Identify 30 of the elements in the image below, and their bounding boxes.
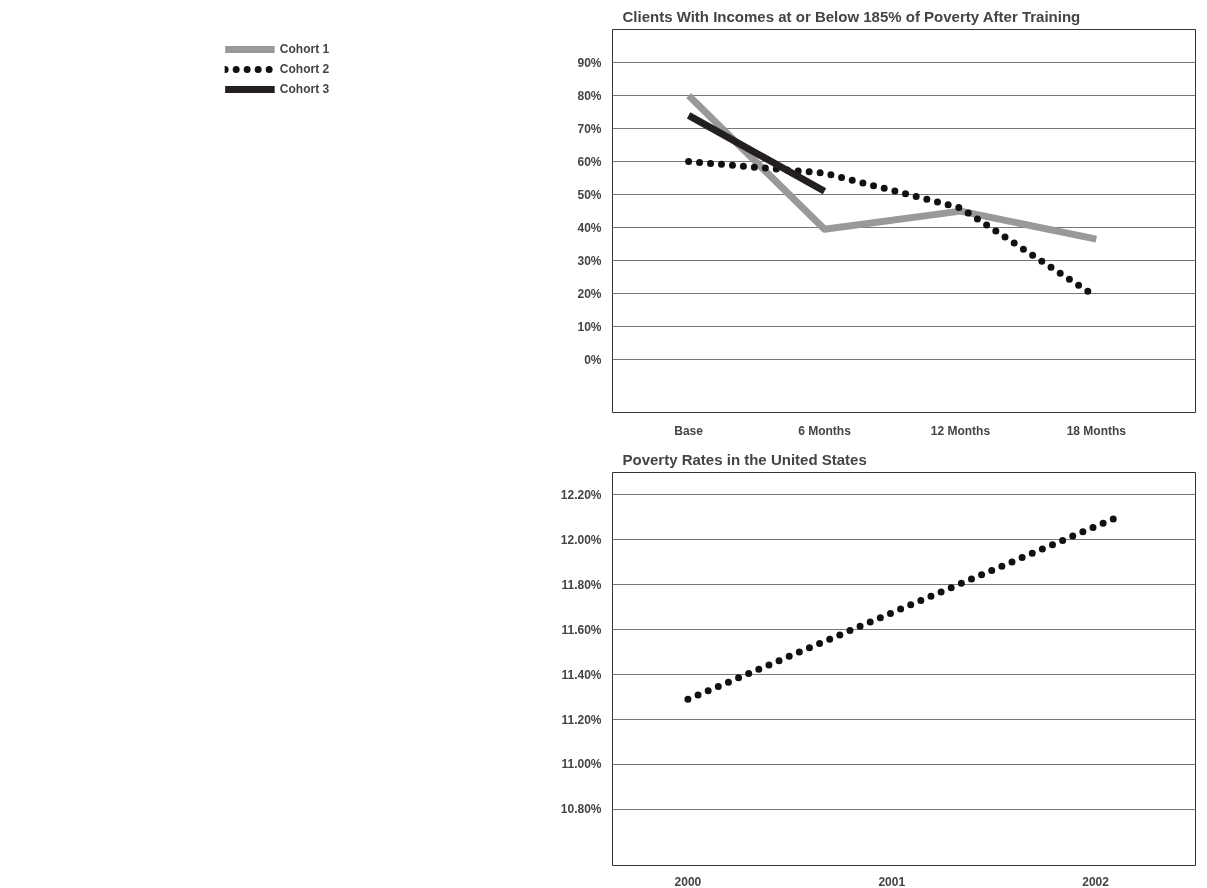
y-tick-label: 11.40% [561, 667, 602, 682]
y-tick-label: 20% [577, 286, 602, 301]
x-tick-label: Base [674, 423, 704, 438]
y-tick-label: 11.80% [561, 577, 602, 592]
y-tick-label: 30% [577, 253, 602, 268]
x-tick-label: 6 Months [798, 423, 852, 438]
y-tick-label: 50% [577, 187, 602, 202]
legend-label: Cohort 3 [279, 82, 330, 96]
y-tick-label: 12.00% [560, 532, 602, 547]
y-tick-label: 11.00% [561, 757, 602, 772]
y-tick-label: 12.20% [560, 487, 602, 502]
y-tick-label: 70% [577, 121, 602, 136]
chart-title: Clients With Incomes at or Below 185% of Poverty After Training [622, 7, 1081, 25]
x-tick-label: 12 Months [930, 423, 991, 438]
y-tick-label: 90% [577, 55, 602, 70]
y-tick-label: 0% [584, 352, 602, 367]
legend-label: Cohort 1 [279, 42, 330, 56]
y-tick-label: 10.80% [560, 802, 602, 817]
y-tick-label: 11.60% [561, 622, 602, 637]
y-tick-label: 10% [577, 319, 602, 334]
x-tick-label: 2002 [1082, 874, 1110, 888]
y-tick-label: 11.20% [561, 712, 602, 727]
legend-label: Cohort 2 [279, 62, 330, 76]
y-tick-label: 40% [577, 220, 602, 235]
x-tick-label: 2001 [878, 874, 906, 888]
x-tick-label: 2000 [674, 874, 702, 888]
y-tick-label: 60% [577, 154, 602, 169]
chart-title: Poverty Rates in the United States [622, 450, 867, 468]
x-tick-label: 18 Months [1066, 423, 1127, 438]
y-tick-label: 80% [577, 88, 602, 103]
